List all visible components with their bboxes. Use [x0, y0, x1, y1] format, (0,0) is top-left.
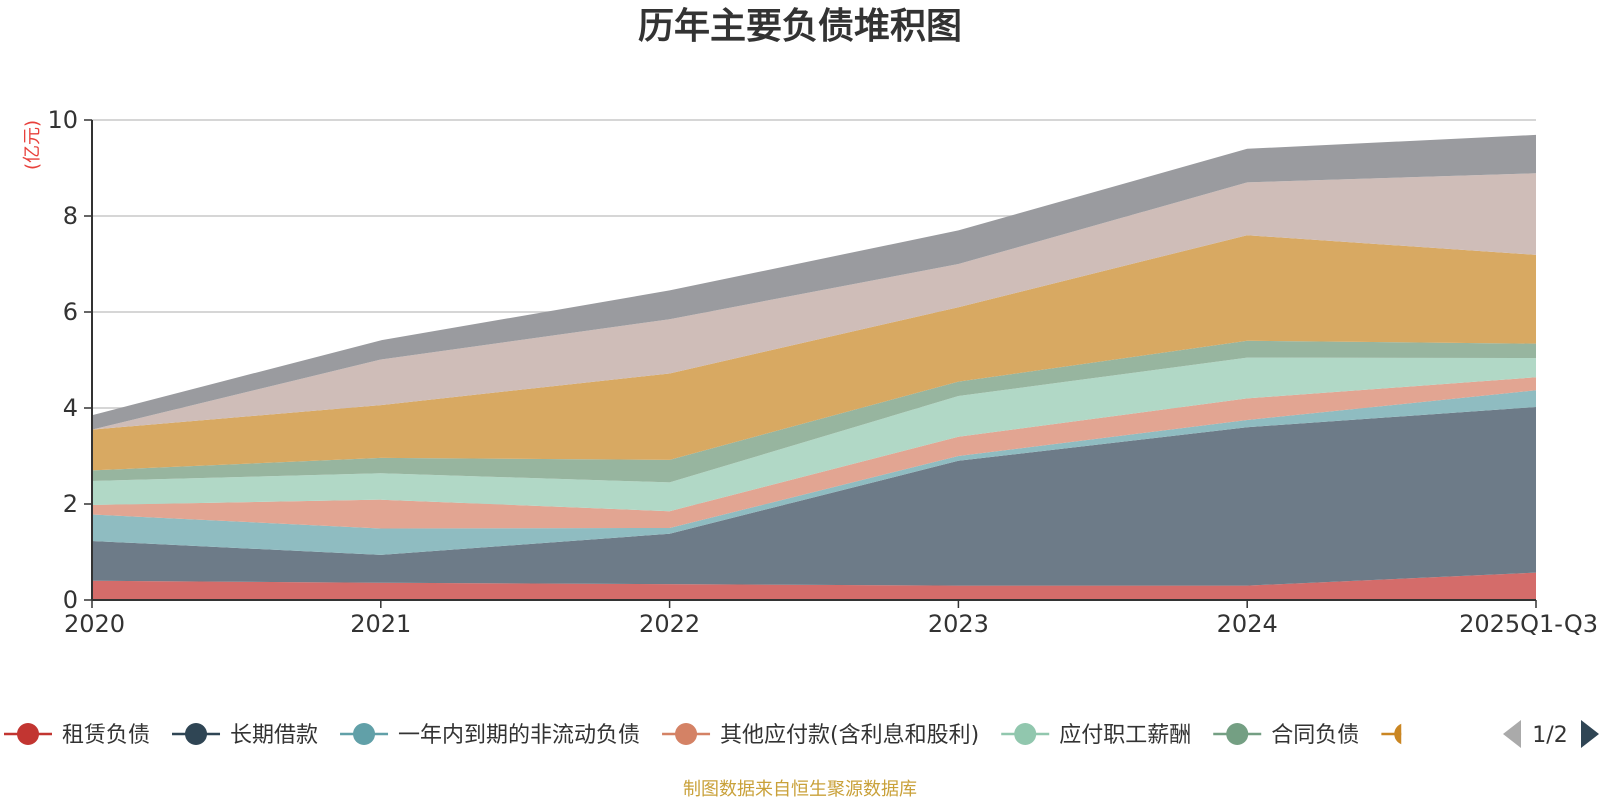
y-tick-label: 10 [47, 106, 78, 134]
legend-label: 应付职工薪酬 [1059, 723, 1191, 748]
legend: 租赁负债 长期借款 一年内到期的非流动负债 其他应付款(含利息和股利) 应付职工薪酬 合同… [4, 720, 1599, 748]
legend-marker-icon [1394, 723, 1402, 745]
legend-marker-icon [1014, 723, 1037, 745]
legend-marker-icon [1226, 723, 1249, 745]
legend-marker-icon [675, 723, 698, 745]
x-tick-label: 2021 [350, 610, 411, 638]
legend-marker-icon [17, 723, 39, 745]
area-series-3[interactable]: 其他应付款(含利息和股利) [92, 377, 1536, 529]
legend-label: 合同负债 [1271, 723, 1359, 748]
legend-page-label: 1/2 [1532, 723, 1567, 748]
area-series-1[interactable]: 长期借款 [92, 407, 1536, 586]
legend-label: 租赁负债 [62, 723, 150, 748]
legend-marker-icon [185, 723, 208, 745]
y-tick-label: 6 [63, 298, 78, 326]
x-tick-label: 2020 [64, 610, 125, 638]
axes: 0 2 4 6 8 10 2020 2021 2022 2023 2024 2025Q1-Q3 [47, 106, 1598, 638]
triangle-right-icon[interactable] [1581, 720, 1599, 748]
legend-pager: 1/2 [1503, 720, 1599, 748]
legend-item[interactable]: 其他应付款(含利息和股利) [662, 723, 979, 748]
x-tick-label: 2024 [1217, 610, 1278, 638]
legend-item-partial[interactable] [1381, 723, 1429, 745]
legend-item[interactable]: 长期借款 [172, 723, 318, 748]
area-series-2[interactable]: 一年内到期的非流动负债 [92, 390, 1536, 555]
y-tick-label: 8 [63, 202, 78, 230]
x-tick-label: 2023 [928, 610, 989, 638]
legend-label: 长期借款 [230, 723, 318, 748]
legend-item[interactable]: 合同负债 [1213, 723, 1359, 748]
data-source-note: 制图数据来自恒生聚源数据库 [683, 779, 917, 800]
area-series-4[interactable]: 应付职工薪酬 [92, 357, 1536, 512]
y-tick-label: 4 [63, 394, 78, 422]
x-tick-label: 2025Q1-Q3 [1459, 610, 1598, 638]
stacked-areas: 租赁负债长期借款一年内到期的非流动负债其他应付款(含利息和股利)应付职工薪酬合同… [92, 134, 1536, 600]
y-tick-label: 2 [63, 490, 78, 518]
legend-label: 一年内到期的非流动负债 [398, 723, 640, 748]
chart-title: 历年主要负债堆积图 [638, 6, 962, 47]
y-tick-label: 0 [63, 586, 78, 614]
area-series-0[interactable]: 租赁负债 [92, 572, 1536, 600]
area-series-7[interactable]: 应付票据 [92, 173, 1536, 430]
triangle-left-icon[interactable] [1503, 720, 1521, 748]
legend-item[interactable]: 应付职工薪酬 [1001, 723, 1191, 748]
legend-label: 其他应付款(含利息和股利) [720, 723, 979, 748]
area-series-5[interactable]: 合同负债 [92, 340, 1536, 483]
area-series-6[interactable]: 应付账款 [92, 235, 1536, 471]
area-series-8[interactable]: 短期借款 [92, 134, 1536, 430]
legend-marker-icon [353, 723, 376, 745]
y-axis-unit-label: (亿元) [22, 120, 43, 170]
legend-item[interactable]: 一年内到期的非流动负债 [340, 723, 640, 748]
legend-item[interactable]: 租赁负债 [4, 723, 150, 748]
x-tick-label: 2022 [639, 610, 700, 638]
